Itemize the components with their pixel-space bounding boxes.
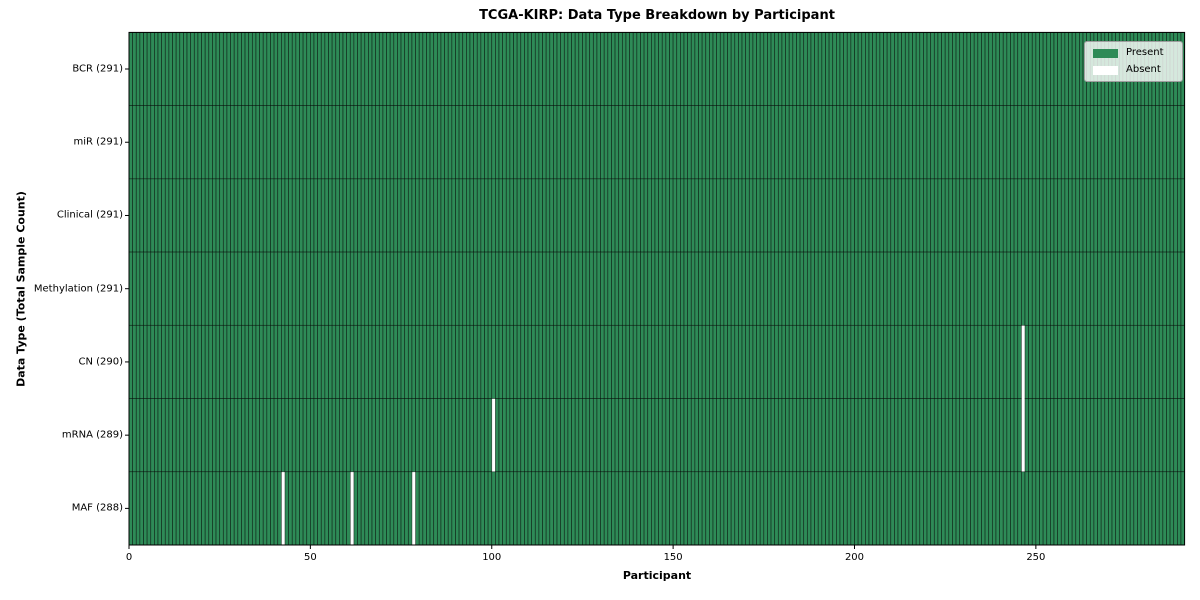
y-tick-label-BCR: BCR (291) xyxy=(72,63,123,75)
y-tick-label-CN: CN (290) xyxy=(78,356,123,368)
row-CN xyxy=(128,324,1185,399)
legend-swatch-absent-icon xyxy=(1093,65,1118,75)
row-miR xyxy=(128,105,1185,180)
x-tick-label: 150 xyxy=(663,552,683,563)
row-mRNA xyxy=(128,398,1185,473)
y-tick-label-miR: miR (291) xyxy=(73,136,123,148)
legend-swatch-present-icon xyxy=(1093,48,1118,58)
y-tick-marks xyxy=(125,68,129,509)
y-tick-label-MAF: MAF (288) xyxy=(71,502,123,514)
y-tick-label-Methylation: Methylation (291) xyxy=(33,283,123,295)
row-Clinical xyxy=(128,178,1185,253)
x-tick-label: 100 xyxy=(482,552,502,563)
x-tick-marks xyxy=(128,545,1037,549)
x-tick-label: 250 xyxy=(1026,552,1046,563)
y-tick-label-mRNA: mRNA (289) xyxy=(61,429,123,441)
row-Methylation xyxy=(128,251,1185,326)
chart-title: TCGA-KIRP: Data Type Breakdown by Partic… xyxy=(479,8,835,23)
y-tick-label-Clinical: Clinical (291) xyxy=(56,209,123,221)
legend-label: Present xyxy=(1126,47,1164,58)
x-axis-title: Participant xyxy=(622,569,692,582)
y-axis-title: Data Type (Total Sample Count) xyxy=(14,191,28,387)
row-BCR xyxy=(128,32,1185,106)
legend-item-present: Present xyxy=(1093,48,1174,58)
x-tick-label: 50 xyxy=(303,552,317,563)
row-MAF xyxy=(128,471,1185,546)
legend: Present Absent xyxy=(1084,41,1183,82)
x-tick-label: 200 xyxy=(844,552,865,563)
x-tick-label: 0 xyxy=(125,552,133,563)
legend-label: Absent xyxy=(1126,64,1161,75)
legend-item-absent: Absent xyxy=(1093,65,1174,75)
